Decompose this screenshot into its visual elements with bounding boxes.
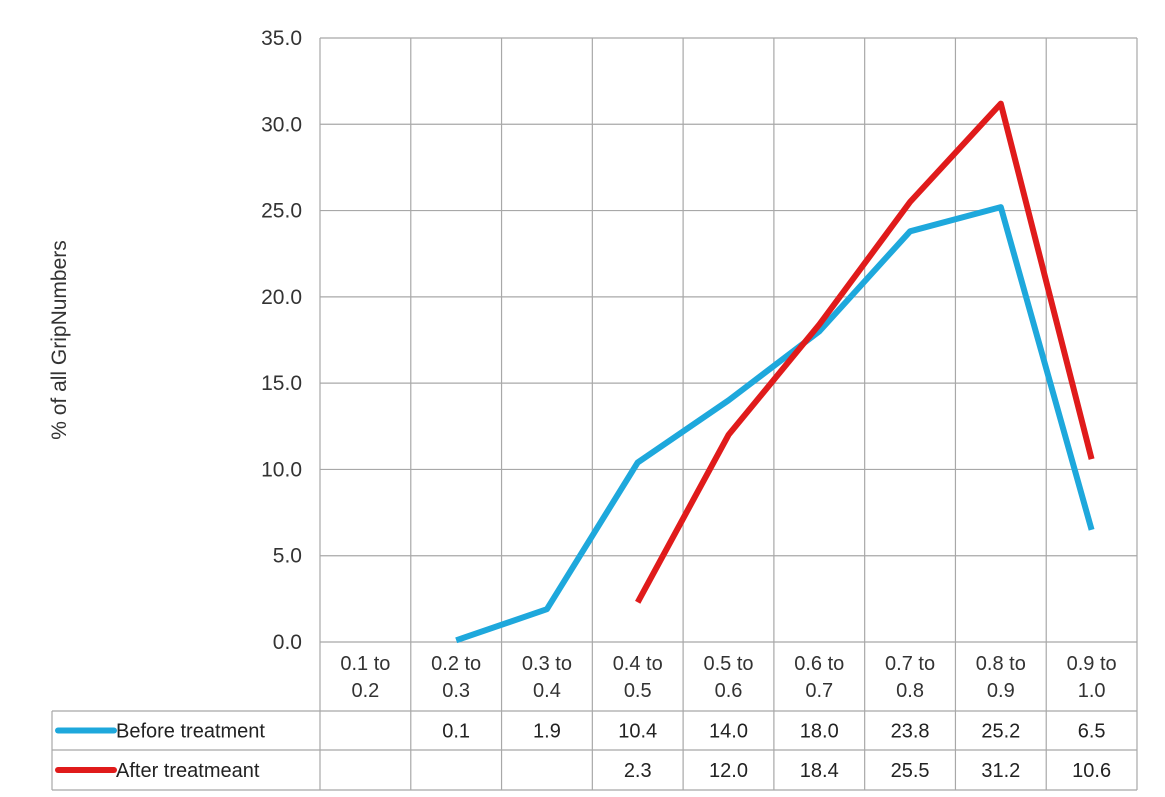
data-table-cell: 23.8: [891, 721, 930, 743]
y-axis-tick-labels: 35.0 30.0 25.0 20.0 15.0 10.0 5.0 0.0: [261, 27, 302, 654]
y-tick-label: 30.0: [261, 113, 302, 136]
data-table-cell: 1.9: [533, 721, 561, 743]
data-table-cell: 6.5: [1078, 721, 1106, 743]
data-table-cell: 25.5: [891, 760, 930, 782]
data-table-cell: 0.1: [442, 721, 470, 743]
data-table-cell: 18.4: [800, 760, 839, 782]
category-label: 0.8 to 0.9: [976, 653, 1026, 702]
data-table-cell: 10.4: [618, 721, 657, 743]
data-table-cell: 14.0: [709, 721, 748, 743]
legend-label-before-treatment: Before treatment: [116, 721, 265, 743]
gridlines: [51, 37, 1138, 791]
data-table-cell: 25.2: [981, 721, 1020, 743]
data-table: Before treatment 0.1 1.9 10.4 14.0 18.0 23.8 25…: [55, 721, 1111, 782]
y-tick-label: 5.0: [273, 545, 302, 568]
y-tick-label: 15.0: [261, 372, 302, 395]
y-axis-title: % of all GripNumbers: [48, 240, 71, 440]
series-line-before-treatment: [455, 204, 1095, 644]
category-label: 0.3 to 0.4: [522, 653, 572, 702]
category-label: 0.4 to 0.5: [613, 653, 663, 702]
data-table-cell: 10.6: [1072, 760, 1111, 782]
series-line-after-treatment: [635, 100, 1095, 604]
category-label: 0.2 to 0.3: [431, 653, 481, 702]
category-label: 0.5 to 0.6: [703, 653, 753, 702]
category-label: 0.7 to 0.8: [885, 653, 935, 702]
y-tick-label: 10.0: [261, 458, 302, 481]
category-label: 0.9 to 1.0: [1067, 653, 1117, 702]
category-label: 0.6 to 0.7: [794, 653, 844, 702]
legend-label-after-treatment: After treatmeant: [116, 760, 260, 782]
y-tick-label: 0.0: [273, 631, 302, 654]
y-tick-label: 35.0: [261, 27, 302, 50]
category-labels: 0.1 to 0.2 0.2 to 0.3 0.3 to 0.4 0.4 to 0.5 0.5 …: [340, 653, 1116, 702]
category-label: 0.1 to 0.2: [340, 653, 390, 702]
y-tick-label: 20.0: [261, 286, 302, 309]
y-tick-label: 25.0: [261, 200, 302, 223]
series-lines: [455, 100, 1095, 644]
data-table-cell: 31.2: [981, 760, 1020, 782]
data-table-cell: 12.0: [709, 760, 748, 782]
data-table-cell: 2.3: [624, 760, 652, 782]
data-table-cell: 18.0: [800, 721, 839, 743]
